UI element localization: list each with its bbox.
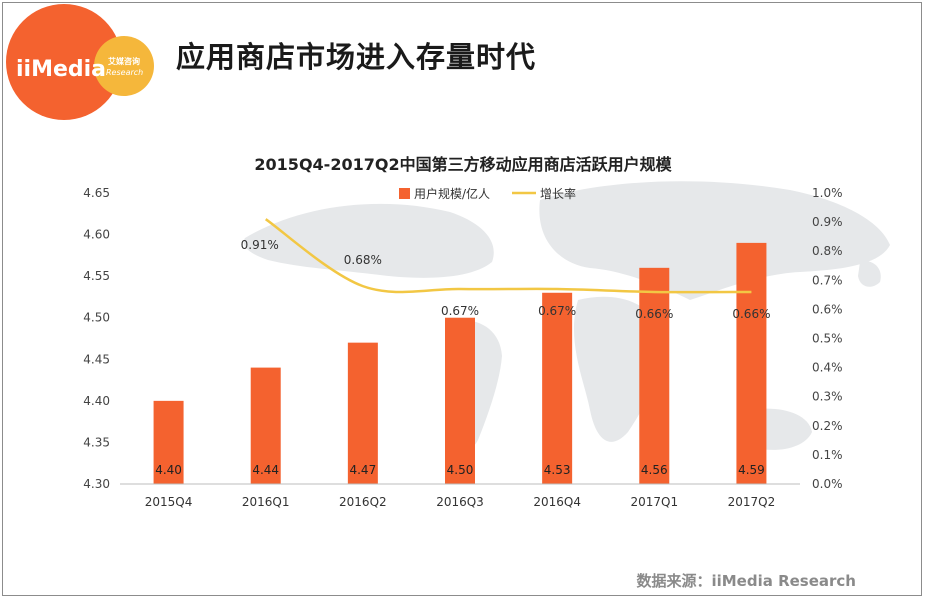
- x-tick-label: 2016Q3: [436, 495, 484, 509]
- y-left-tick-label: 4.65: [83, 186, 110, 200]
- y-left-tick-label: 4.40: [83, 394, 110, 408]
- x-tick-label: 2017Q1: [630, 495, 678, 509]
- y-left-tick-label: 4.30: [83, 477, 110, 491]
- legend-bar-swatch: [399, 188, 410, 199]
- bar-value-label: 4.59: [738, 463, 765, 477]
- x-tick-label: 2016Q1: [242, 495, 290, 509]
- logo-badge-top: 艾媒咨询: [108, 56, 140, 66]
- logo-circle: [6, 4, 122, 120]
- y-right-tick-label: 0.8%: [812, 244, 843, 258]
- bar-series: 4.40 4.44 4.47 4.50 4.53 4.56 4.59: [153, 242, 767, 484]
- growth-rate-label: 0.66%: [635, 307, 673, 321]
- growth-rate-label: 0.66%: [732, 307, 770, 321]
- y-left-tick-label: 4.45: [83, 352, 110, 366]
- growth-rate-label: 0.67%: [441, 304, 479, 318]
- y-right-tick-label: 0.6%: [812, 302, 843, 316]
- y-left-tick-label: 4.50: [83, 311, 110, 325]
- legend: 用户规模/亿人 增长率: [399, 186, 576, 201]
- logo-badge: [94, 36, 154, 96]
- bar: [250, 367, 281, 484]
- legend-line-label: 增长率: [540, 186, 576, 201]
- y-right-tick-label: 0.9%: [812, 215, 843, 229]
- bar-value-label: 4.44: [252, 463, 279, 477]
- x-tick-label: 2015Q4: [145, 495, 193, 509]
- y-right-tick-label: 0.2%: [812, 419, 843, 433]
- bar: [445, 317, 475, 484]
- bar-value-label: 4.50: [447, 463, 474, 477]
- y-left-tick-label: 4.55: [83, 269, 110, 283]
- growth-rate-labels: 0.91% 0.68% 0.67% 0.67% 0.66% 0.66%: [241, 238, 771, 321]
- legend-bar-label: 用户规模/亿人: [414, 186, 490, 201]
- logo-badge-bottom: Research: [106, 68, 143, 77]
- y-right-tick-label: 0.3%: [812, 390, 843, 404]
- x-tick-label: 2016Q2: [339, 495, 387, 509]
- bar: [347, 342, 378, 484]
- logo-text: iiMedia: [16, 57, 106, 82]
- bar: [736, 242, 767, 484]
- growth-rate-label: 0.91%: [241, 238, 279, 252]
- data-source: 数据来源：iiMedia Research: [636, 572, 856, 590]
- y-right-tick-label: 0.4%: [812, 361, 843, 375]
- y-left-tick-label: 4.35: [83, 435, 110, 449]
- y-axis-right: 0.0% 0.1% 0.2% 0.3% 0.4% 0.5% 0.6% 0.7% 0.8% 0.9%…: [812, 186, 843, 491]
- bar-value-label: 4.40: [155, 463, 182, 477]
- chart-title: 2015Q4-2017Q2中国第三方移动应用商店活跃用户规模: [254, 155, 672, 174]
- bar: [639, 267, 670, 484]
- y-left-tick-label: 4.60: [83, 228, 110, 242]
- world-map-background: [243, 181, 890, 450]
- bar-value-label: 4.56: [641, 463, 668, 477]
- x-tick-label: 2017Q2: [728, 495, 776, 509]
- y-right-tick-label: 1.0%: [812, 186, 843, 200]
- y-right-tick-label: 0.1%: [812, 448, 843, 462]
- y-right-tick-label: 0.7%: [812, 273, 843, 287]
- x-tick-label: 2016Q4: [533, 495, 581, 509]
- page-title: 应用商店市场进入存量时代: [176, 40, 537, 74]
- bar-value-label: 4.47: [349, 463, 376, 477]
- bar: [153, 400, 184, 484]
- growth-rate-label: 0.68%: [344, 253, 382, 267]
- growth-rate-label: 0.67%: [538, 304, 576, 318]
- growth-rate-line: [265, 218, 752, 294]
- y-right-tick-label: 0.5%: [812, 332, 843, 346]
- x-axis: 2015Q4 2016Q1 2016Q2 2016Q3 2016Q4 2017Q1 2017…: [145, 495, 775, 509]
- iimedia-logo: iiMedia 艾媒咨询 Research: [0, 0, 160, 120]
- bar: [542, 292, 573, 484]
- y-right-tick-label: 0.0%: [812, 477, 843, 491]
- y-axis-left: 4.30 4.35 4.40 4.45 4.50 4.55 4.60 4.65: [83, 186, 110, 491]
- bar-value-label: 4.53: [544, 463, 571, 477]
